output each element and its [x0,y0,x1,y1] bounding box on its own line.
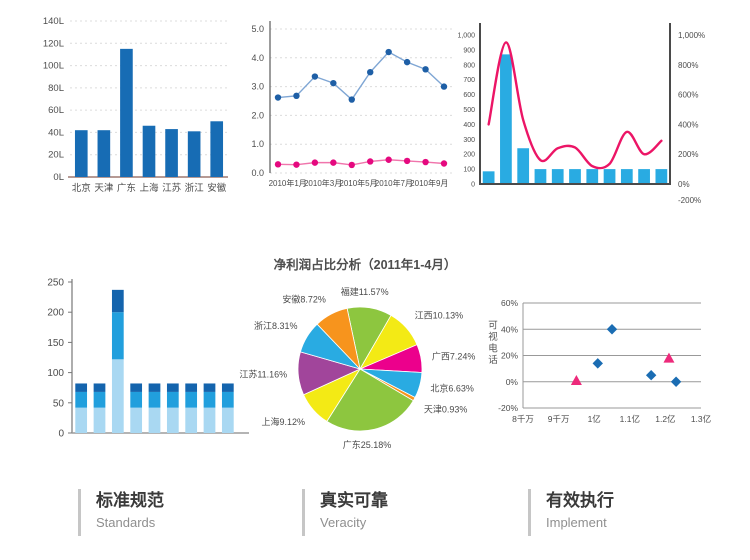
chart-combo-bar-line: 0 100 200 300 400 500 600 700 800 900 1,000 1,000% 8… [458,2,750,224]
svg-text:1,000%: 1,000% [678,31,705,40]
svg-text:广西7.24%: 广西7.24% [432,350,476,361]
region-bar-svg: 0L 20L 40L 60L 80L 100L 120L 140L 北京 天津 广东 上海 江苏 浙江 安徽 [43,16,228,194]
svg-text:广东25.18%: 广东25.18% [343,439,392,450]
svg-text:300: 300 [463,137,475,144]
svg-text:2010年7月: 2010年7月 [375,178,413,188]
svg-text:200%: 200% [678,150,698,159]
svg-text:40L: 40L [48,127,64,138]
feature-divider [528,489,531,536]
svg-text:20%: 20% [501,351,518,361]
svg-text:广东: 广东 [117,182,136,194]
svg-text:浙江8.31%: 浙江8.31% [254,320,298,331]
svg-text:60L: 60L [48,105,64,116]
svg-text:600: 600 [463,92,475,99]
svg-text:天津: 天津 [94,183,114,194]
feature-subtitle: Standards [96,515,156,530]
svg-text:-20%: -20% [498,403,518,413]
svg-text:1,000: 1,000 [458,33,475,40]
stacked-bar-svg: 0 50 100 150 200 250 [47,278,249,440]
svg-text:2010年1月: 2010年1月 [269,178,307,188]
svg-text:120L: 120L [43,38,64,49]
pie-svg: 福建11.57% 江西10.13% 广西7.24% 北京6.63% 天津0.93% 广东2… [239,286,476,450]
svg-text:天津0.93%: 天津0.93% [424,404,468,414]
svg-text:0: 0 [58,429,64,440]
svg-text:安徽: 安徽 [207,182,227,194]
chart-region-bar: 0L 20L 40L 60L 80L 100L 120L 140L 北京 天津 广东 上海 江苏 浙江 安徽 [28,6,248,206]
svg-text:上海9.12%: 上海9.12% [261,416,305,427]
feature-divider [78,489,81,536]
svg-text:100L: 100L [43,61,64,72]
feature-title: 有效执行 [546,491,614,510]
svg-text:250: 250 [47,278,64,289]
svg-text:安徽8.72%: 安徽8.72% [282,293,326,304]
monthly-line-svg: 0.01.02.03.04.05.02010年1月2010年3月2010年5月2… [251,21,455,188]
svg-text:江苏11.16%: 江苏11.16% [239,368,287,379]
svg-text:150: 150 [47,338,64,349]
svg-text:400%: 400% [678,120,698,129]
svg-text:2010年5月: 2010年5月 [339,178,377,188]
feature-row: 标准规范 Standards 真实可靠 Veracity 有效执行 Implem… [0,486,750,546]
svg-text:100: 100 [47,368,64,379]
svg-text:200: 200 [47,308,64,319]
feature-veracity: 真实可靠 Veracity [302,486,388,536]
svg-text:1.3亿: 1.3亿 [691,414,711,424]
chart-net-profit-pie: 净利润占比分析（2011年1-4月） 福建11.57% 江西10.13% 广西7.2… [238,246,492,460]
scatter-svg: 60% 40% 20% 0% -20%8千万 9千万 1亿 1.1亿 1.2亿 1.3亿 [498,298,711,424]
svg-text:0.0: 0.0 [251,168,264,178]
feature-standards: 标准规范 Standards [78,486,164,536]
svg-text:2010年9月: 2010年9月 [410,178,448,188]
svg-text:40%: 40% [501,324,518,334]
svg-text:江苏: 江苏 [162,182,182,194]
svg-text:900: 900 [463,47,475,54]
svg-text:20L: 20L [48,150,64,161]
svg-text:9千万: 9千万 [548,414,570,424]
svg-text:700: 700 [463,77,475,84]
svg-text:4.0: 4.0 [251,53,264,63]
svg-text:500: 500 [463,107,475,114]
svg-text:浙江: 浙江 [185,182,205,194]
svg-text:60%: 60% [501,298,518,308]
svg-text:1亿: 1亿 [588,414,601,424]
svg-text:2010年3月: 2010年3月 [304,178,342,188]
feature-subtitle: Veracity [320,515,367,530]
svg-text:600%: 600% [678,91,698,100]
svg-text:140L: 140L [43,16,64,27]
svg-text:50: 50 [53,398,65,409]
svg-text:北京6.63%: 北京6.63% [430,382,474,393]
svg-text:800%: 800% [678,61,698,70]
svg-text:3.0: 3.0 [251,82,264,92]
svg-text:100: 100 [463,167,475,174]
svg-text:0: 0 [471,182,475,189]
pie-chart-title: 净利润占比分析（2011年1-4月） [273,258,457,272]
svg-text:1.1亿: 1.1亿 [620,414,640,424]
svg-text:1.2亿: 1.2亿 [655,414,675,424]
svg-text:2.0: 2.0 [251,110,264,120]
svg-text:江西10.13%: 江西10.13% [415,311,464,321]
svg-text:400: 400 [463,122,475,129]
chart-stacked-bar: 0 50 100 150 200 250 [20,272,255,447]
svg-text:0%: 0% [678,180,690,189]
feature-title: 真实可靠 [320,491,388,510]
svg-text:1.0: 1.0 [251,139,264,149]
svg-text:福建11.57%: 福建11.57% [341,286,389,297]
svg-text:北京: 北京 [72,182,91,194]
svg-text:80L: 80L [48,83,64,94]
feature-subtitle: Implement [546,515,607,530]
feature-divider [302,489,305,536]
svg-text:800: 800 [463,62,475,69]
svg-text:200: 200 [463,152,475,159]
svg-text:上海: 上海 [139,182,159,194]
svg-text:8千万: 8千万 [512,414,534,424]
chart-scatter: 可视电话 60% 40% 20% 0% -20% 8千万 9千万 1亿 1.1亿 1.2亿 1.3亿 [483,264,745,444]
scatter-y-axis-label: 可视电话 [486,320,497,366]
chart-monthly-line: 0.0 1.0 2.0 3.0 4.0 5.0 2010年1月 2010年3月 2010年5月 2… [248,8,478,203]
svg-text:0L: 0L [53,172,64,183]
combo-svg: 0 100 200 300 400 500 600 700 800 900 1,000 1,000% 8… [458,23,705,205]
svg-text:5.0: 5.0 [251,24,264,34]
feature-implement: 有效执行 Implement [528,486,614,536]
svg-text:-200%: -200% [678,196,701,205]
feature-title: 标准规范 [96,491,164,510]
svg-text:0%: 0% [506,377,519,387]
